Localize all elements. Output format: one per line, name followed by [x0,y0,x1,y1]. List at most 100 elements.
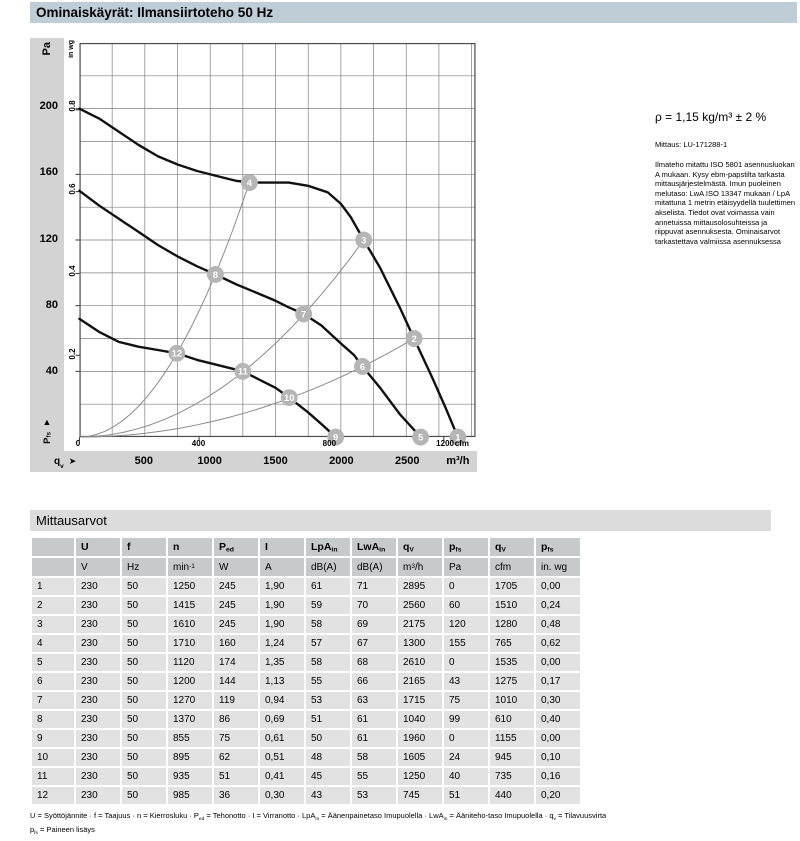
table-cell: 1155 [490,730,534,747]
pa-axis-label: 120 [39,232,58,245]
table-cell: 66 [352,673,396,690]
table-cell: 57 [306,635,350,652]
table-cell: 230 [76,578,120,595]
pressure-axis-arrow-icon: ▲ [42,417,52,427]
table-cell: 59 [306,597,350,614]
curve-marker-5: 5 [412,428,430,446]
table-cell: 9 [32,730,74,747]
table-cell: 245 [214,597,258,614]
table-cell: 0,69 [260,711,304,728]
table-cell: qV [398,538,442,556]
table-cell: 1270 [168,692,212,709]
table-cell: 11 [32,768,74,785]
table-cell: LpAin [306,538,350,556]
svg-text:6: 6 [360,361,365,372]
table-cell: 1250 [398,768,442,785]
table-cell: 440 [490,787,534,804]
m3h-axis-label: 2500 [394,455,420,467]
flow-axis-title: qv➤ [54,456,77,470]
table-cell: 1280 [490,616,534,633]
table-cell: 99 [444,711,488,728]
table-cell: 245 [214,616,258,633]
table-cell: 0,00 [536,730,580,747]
table-cell: dB(A) [352,558,396,576]
table-cell: 50 [122,654,166,671]
curve-marker-8: 8 [206,266,224,283]
table-cell: 985 [168,787,212,804]
table-cell: 6 [32,673,74,690]
table-cell: 2560 [398,597,442,614]
measurement-disclaimer: Ilmateho mitattu ISO 5801 asennusluokan … [655,160,796,246]
table-cell: 50 [122,673,166,690]
table-cell: 119 [214,692,258,709]
table-cell: 1510 [490,597,534,614]
table-cell: 63 [352,692,396,709]
table-cell: V [76,558,120,576]
table-cell: 0,20 [536,787,580,804]
table-row: 7 230 50 1270 119 0,94 53 63 1715 75 1010 0,30 [32,692,580,709]
curve-marker-6: 6 [354,358,371,375]
table-row: 3 230 50 1610 245 1,90 58 69 2175 120 1280 0,48 [32,616,580,633]
svg-text:4: 4 [247,177,253,188]
table-cell: 745 [398,787,442,804]
table-cell: 1370 [168,711,212,728]
inwg-axis-label: 0.2 [68,348,77,360]
table-cell: 55 [352,768,396,785]
y-axis-strip [30,38,64,472]
y-axis-unit-pa: Pa [41,42,53,56]
table-cell: 230 [76,635,120,652]
table-cell: 230 [76,616,120,633]
table-cell: 1,13 [260,673,304,690]
table-cell: 43 [306,787,350,804]
svg-text:3: 3 [361,234,366,245]
table-cell: in. wg [536,558,580,576]
table-cell: 48 [306,749,350,766]
table-cell: 1010 [490,692,534,709]
table-cell: 53 [352,787,396,804]
table-cell: 61 [352,711,396,728]
pa-axis-label: 40 [45,364,58,377]
table-cell: 53 [306,692,350,709]
curve-marker-2: 2 [405,330,423,347]
table-cell: qV [490,538,534,556]
table-cell [32,538,74,556]
table-cell: 935 [168,768,212,785]
table-cell: 45 [306,768,350,785]
table-cell: 67 [352,635,396,652]
table-cell: 51 [306,711,350,728]
table-cell: 58 [306,616,350,633]
cfm-axis-label: 400 [191,439,206,448]
m3h-axis-label: 500 [134,455,154,467]
table-row: 2 230 50 1415 245 1,90 59 70 2560 60 1510 0,24 [32,597,580,614]
pa-axis-label: 160 [39,166,58,179]
table-cell: 0,00 [536,654,580,671]
table-cell: 5 [32,654,74,671]
table-cell: 68 [352,654,396,671]
table-cell: cfm [490,558,534,576]
inwg-axis-label: 0.8 [68,100,77,112]
table-cell: 855 [168,730,212,747]
curve-marker-3: 3 [355,231,373,249]
table-cell: 4 [32,635,74,652]
table-cell: 2610 [398,654,442,671]
table-cell: 7 [32,692,74,709]
table-cell: 50 [122,616,166,633]
table-cell: 50 [122,597,166,614]
table-cell: 144 [214,673,258,690]
svg-text:10: 10 [284,392,294,403]
chart-notes: ρ = 1,15 kg/m³ ± 2 % Mittaus: LU-171288-… [655,110,797,246]
table-cell: 50 [122,730,166,747]
system-curve-3 [79,338,415,438]
table-cell: 58 [306,654,350,671]
cfm-axis-label: 800 [322,439,337,448]
curve-marker-12: 12 [168,344,186,362]
table-cell: 50 [122,711,166,728]
table-cell: 50 [122,635,166,652]
table-cell: 1,90 [260,578,304,595]
x-axis-band [30,451,477,472]
table-cell: 230 [76,787,120,804]
table-cell: 0,16 [536,768,580,785]
table-cell: 58 [352,749,396,766]
